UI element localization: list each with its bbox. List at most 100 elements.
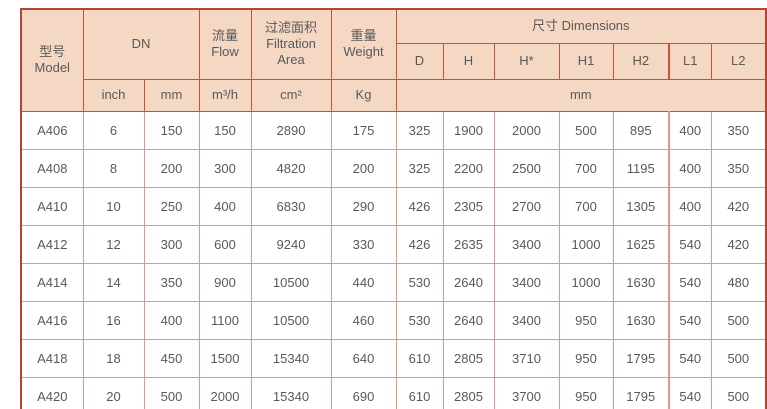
cell-l2: 350 [710, 110, 767, 150]
cell-h-star: 3400 [493, 300, 560, 340]
cell-flow: 400 [198, 186, 252, 226]
cell-l2: 500 [710, 300, 767, 340]
table-row: A406 6 150 150 2890 175 325 1900 2000 500 895 400 35… [20, 110, 767, 150]
cell-h-star: 3400 [493, 224, 560, 264]
cell-flow: 2000 [198, 376, 252, 409]
cell-inch: 20 [82, 376, 145, 409]
cell-area: 6830 [250, 186, 332, 226]
col-header-flow-zh: 流量 [211, 28, 238, 43]
cell-h2: 1625 [612, 224, 670, 264]
cell-model: A412 [20, 224, 84, 264]
cell-h: 2805 [442, 376, 495, 409]
cell-flow: 300 [198, 148, 252, 188]
table-row: A418 18 450 1500 15340 640 610 2805 3710 950 1795 5… [20, 338, 767, 378]
cell-model: A410 [20, 186, 84, 226]
unit-header-area: cm² [250, 78, 332, 112]
cell-area: 2890 [250, 110, 332, 150]
cell-inch: 6 [82, 110, 145, 150]
cell-area: 10500 [250, 262, 332, 302]
cell-weight: 290 [330, 186, 397, 226]
cell-mm: 400 [143, 300, 200, 340]
unit-header-flow: m³/h [198, 78, 252, 112]
cell-inch: 12 [82, 224, 145, 264]
cell-h: 2200 [442, 148, 495, 188]
cell-h1: 950 [558, 376, 614, 409]
cell-h2: 1795 [612, 376, 670, 409]
cell-weight: 330 [330, 224, 397, 264]
col-header-filtration-zh: 过滤面积 [264, 19, 317, 35]
cell-area: 4820 [250, 148, 332, 188]
col-header-filtration-area: 过滤面积 Filtration Area [250, 8, 332, 80]
cell-h-star: 2000 [493, 110, 560, 150]
cell-flow: 1100 [198, 300, 252, 340]
col-header-h1: H1 [558, 42, 614, 80]
col-header-d: D [395, 42, 444, 80]
cell-l1: 540 [668, 376, 712, 409]
cell-l2: 480 [710, 262, 767, 302]
table-body: A406 6 150 150 2890 175 325 1900 2000 500 895 400 35… [20, 110, 767, 409]
cell-weight: 460 [330, 300, 397, 340]
cell-h1: 950 [558, 338, 614, 378]
cell-h: 2805 [442, 338, 495, 378]
cell-h: 1900 [442, 110, 495, 150]
cell-model: A414 [20, 262, 84, 302]
table-row: A414 14 350 900 10500 440 530 2640 3400 1000 1630 5… [20, 262, 767, 302]
cell-h2: 1305 [612, 186, 670, 226]
cell-l1: 400 [668, 110, 712, 150]
table-header: 型号 Model DN 流量 Flow 过滤面积 Filtration Area… [20, 8, 767, 112]
cell-weight: 640 [330, 338, 397, 378]
cell-mm: 150 [143, 110, 200, 150]
cell-area: 15340 [250, 376, 332, 409]
col-header-filtration-en: Filtration Area [266, 36, 316, 68]
cell-l1: 540 [668, 300, 712, 340]
cell-h2: 1630 [612, 262, 670, 302]
col-header-flow-en: Flow [211, 44, 239, 60]
cell-mm: 450 [143, 338, 200, 378]
cell-h1: 1000 [558, 224, 614, 264]
cell-flow: 150 [198, 110, 252, 150]
col-header-l2: L2 [710, 42, 767, 80]
cell-inch: 16 [82, 300, 145, 340]
cell-weight: 200 [330, 148, 397, 188]
cell-h1: 500 [558, 110, 614, 150]
cell-l2: 420 [710, 186, 767, 226]
cell-weight: 175 [330, 110, 397, 150]
col-header-model-en: Model [34, 60, 70, 76]
cell-inch: 14 [82, 262, 145, 302]
cell-h1: 950 [558, 300, 614, 340]
col-header-dimensions: 尺寸 Dimensions [395, 8, 767, 44]
cell-flow: 900 [198, 262, 252, 302]
cell-l2: 500 [710, 376, 767, 409]
cell-inch: 8 [82, 148, 145, 188]
unit-header-inch: inch [82, 78, 145, 112]
cell-mm: 250 [143, 186, 200, 226]
cell-d: 610 [395, 376, 444, 409]
cell-mm: 350 [143, 262, 200, 302]
unit-header-mm: mm [143, 78, 200, 112]
cell-flow: 1500 [198, 338, 252, 378]
cell-l1: 400 [668, 186, 712, 226]
cell-h-star: 2700 [493, 186, 560, 226]
col-header-l1: L1 [668, 42, 712, 80]
header-row-3: inch mm m³/h cm² Kg mm [21, 78, 767, 112]
cell-h2: 1195 [612, 148, 670, 188]
cell-flow: 600 [198, 224, 252, 264]
cell-l1: 540 [668, 338, 712, 378]
col-header-h2: H2 [612, 42, 670, 80]
cell-weight: 440 [330, 262, 397, 302]
cell-h: 2635 [442, 224, 495, 264]
cell-model: A416 [20, 300, 84, 340]
col-header-weight: 重量 Weight [330, 8, 397, 80]
cell-l2: 350 [710, 148, 767, 188]
cell-h: 2640 [442, 262, 495, 302]
cell-d: 610 [395, 338, 444, 378]
cell-h-star: 3700 [493, 376, 560, 409]
cell-h2: 1630 [612, 300, 670, 340]
col-header-model: 型号 Model [20, 8, 84, 112]
cell-d: 530 [395, 300, 444, 340]
cell-model: A406 [20, 110, 84, 150]
header-row-1: 型号 Model DN 流量 Flow 过滤面积 Filtration Area… [20, 8, 767, 112]
col-header-weight-en: Weight [343, 44, 384, 60]
header-row-2: D H H* H1 H2 L1 L2 [21, 42, 767, 80]
